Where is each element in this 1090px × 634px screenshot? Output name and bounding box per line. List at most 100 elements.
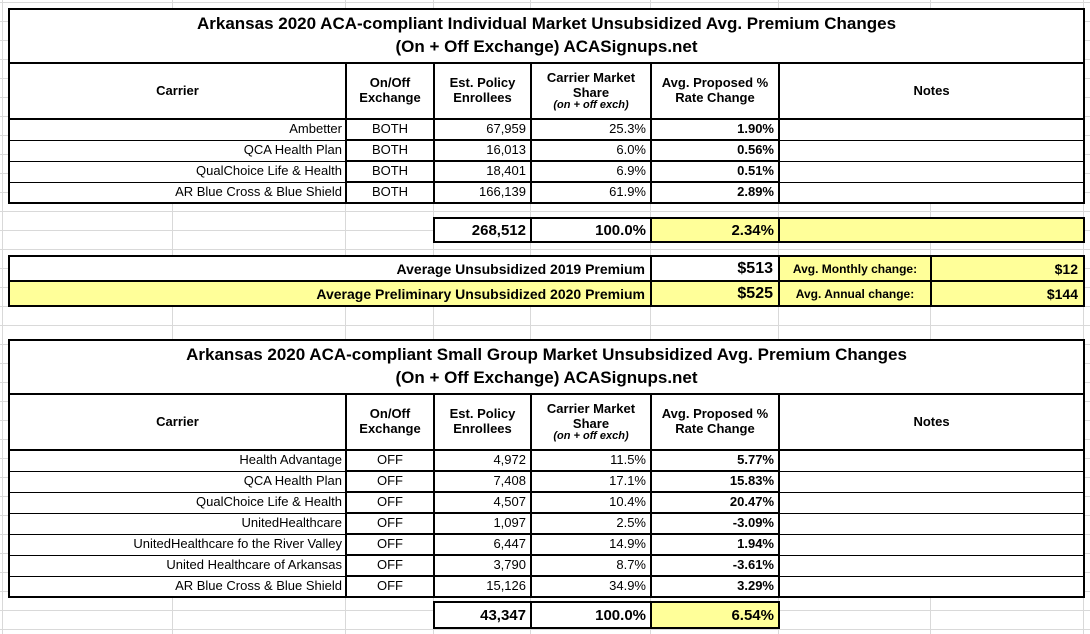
cell-market-share[interactable]: 10.4% xyxy=(530,491,652,514)
cell-rate-change[interactable]: 0.51% xyxy=(650,160,780,183)
header-rate-change[interactable]: Avg. Proposed % Rate Change xyxy=(650,62,780,120)
annual-change-value[interactable]: $144 xyxy=(930,280,1085,307)
cell-enrollees[interactable]: 4,507 xyxy=(433,491,532,514)
cell-enrollees[interactable]: 18,401 xyxy=(433,160,532,183)
cell-carrier[interactable]: AR Blue Cross & Blue Shield xyxy=(8,181,347,204)
cell-carrier[interactable]: Ambetter xyxy=(8,118,347,141)
header-enrollees[interactable]: Est. Policy Enrollees xyxy=(433,62,532,120)
header-notes[interactable]: Notes xyxy=(777,393,1086,451)
cell-note[interactable] xyxy=(778,139,1086,162)
cell-rate-change[interactable]: 1.94% xyxy=(650,533,780,556)
cell-note[interactable] xyxy=(778,449,1086,472)
cell-exchange[interactable]: OFF xyxy=(345,470,435,493)
cell-exchange[interactable]: OFF xyxy=(345,533,435,556)
cell-rate-change[interactable]: 1.90% xyxy=(650,118,780,141)
monthly-change-label[interactable]: Avg. Monthly change: xyxy=(778,255,932,282)
header-market-share[interactable]: Carrier Market Share (on + off exch) xyxy=(530,62,652,120)
cell-enrollees[interactable]: 3,790 xyxy=(433,554,532,577)
total-enrollees[interactable]: 43,347 xyxy=(433,601,532,629)
cell-market-share[interactable]: 14.9% xyxy=(530,533,652,556)
cell-exchange[interactable]: BOTH xyxy=(345,118,435,141)
cell-market-share[interactable]: 2.5% xyxy=(530,512,652,535)
header-carrier[interactable]: Carrier xyxy=(8,62,347,120)
avg-2020-premium-value[interactable]: $525 xyxy=(650,280,780,307)
cell-enrollees[interactable]: 67,959 xyxy=(433,118,532,141)
cell-enrollees[interactable]: 7,408 xyxy=(433,470,532,493)
carrier-row: Health Advantage OFF 4,972 11.5% 5.77% xyxy=(8,449,1086,472)
header-carrier[interactable]: Carrier xyxy=(8,393,347,451)
cell-note[interactable] xyxy=(778,575,1086,598)
cell-rate-change[interactable]: 2.89% xyxy=(650,181,780,204)
cell-carrier[interactable]: Health Advantage xyxy=(8,449,347,472)
cell-enrollees[interactable]: 15,126 xyxy=(433,575,532,598)
cell-carrier[interactable]: UnitedHealthcare fo the River Valley xyxy=(8,533,347,556)
cell-note[interactable] xyxy=(778,118,1086,141)
cell-enrollees[interactable]: 1,097 xyxy=(433,512,532,535)
cell-carrier[interactable]: QCA Health Plan xyxy=(8,470,347,493)
cell-note[interactable] xyxy=(778,470,1086,493)
cell-exchange[interactable]: BOTH xyxy=(345,181,435,204)
cell-market-share[interactable]: 25.3% xyxy=(530,118,652,141)
header-row: Carrier On/Off Exchange Est. Policy Enro… xyxy=(8,62,1086,120)
header-market-share[interactable]: Carrier Market Share (on + off exch) xyxy=(530,393,652,451)
cell-rate-change[interactable]: -3.61% xyxy=(650,554,780,577)
cell-rate-change[interactable]: 3.29% xyxy=(650,575,780,598)
cell-note[interactable] xyxy=(778,181,1086,204)
header-exchange[interactable]: On/Off Exchange xyxy=(345,393,435,451)
header-enrollees[interactable]: Est. Policy Enrollees xyxy=(433,393,532,451)
cell-rate-change[interactable]: 15.83% xyxy=(650,470,780,493)
total-notes-cell[interactable] xyxy=(778,217,1085,243)
cell-note[interactable] xyxy=(778,160,1086,183)
cell-market-share[interactable]: 17.1% xyxy=(530,470,652,493)
header-exchange[interactable]: On/Off Exchange xyxy=(345,62,435,120)
cell-market-share[interactable]: 6.9% xyxy=(530,160,652,183)
cell-exchange[interactable]: OFF xyxy=(345,491,435,514)
cell-note[interactable] xyxy=(778,533,1086,556)
cell-enrollees[interactable]: 4,972 xyxy=(433,449,532,472)
cell-rate-change[interactable]: 20.47% xyxy=(650,491,780,514)
cell-carrier[interactable]: UnitedHealthcare xyxy=(8,512,347,535)
small-group-market-title[interactable]: Arkansas 2020 ACA-compliant Small Group … xyxy=(7,339,1086,395)
cell-enrollees[interactable]: 166,139 xyxy=(433,181,532,204)
cell-exchange[interactable]: OFF xyxy=(345,512,435,535)
avg-2019-premium-label[interactable]: Average Unsubsidized 2019 Premium xyxy=(8,255,652,282)
cell-market-share[interactable]: 11.5% xyxy=(530,449,652,472)
cell-exchange[interactable]: BOTH xyxy=(345,160,435,183)
cell-note[interactable] xyxy=(778,512,1086,535)
header-market-share-label: Carrier Market Share xyxy=(546,400,636,431)
cell-rate-change[interactable]: 0.56% xyxy=(650,139,780,162)
header-rate-change[interactable]: Avg. Proposed % Rate Change xyxy=(650,393,780,451)
cell-exchange[interactable]: BOTH xyxy=(345,139,435,162)
cell-note[interactable] xyxy=(778,554,1086,577)
monthly-change-value[interactable]: $12 xyxy=(930,255,1085,282)
total-rate-change[interactable]: 2.34% xyxy=(650,217,780,243)
cell-carrier[interactable]: QCA Health Plan xyxy=(8,139,347,162)
cell-carrier[interactable]: QualChoice Life & Health xyxy=(8,160,347,183)
cell-market-share[interactable]: 61.9% xyxy=(530,181,652,204)
cell-carrier[interactable]: QualChoice Life & Health xyxy=(8,491,347,514)
cell-enrollees[interactable]: 16,013 xyxy=(433,139,532,162)
avg-2020-premium-label[interactable]: Average Preliminary Unsubsidized 2020 Pr… xyxy=(8,280,652,307)
cell-enrollees[interactable]: 6,447 xyxy=(433,533,532,556)
premium-summary-table: Average Unsubsidized 2019 Premium $513 A… xyxy=(8,255,1085,307)
cell-market-share[interactable]: 6.0% xyxy=(530,139,652,162)
total-rate-change[interactable]: 6.54% xyxy=(650,601,780,629)
cell-carrier[interactable]: AR Blue Cross & Blue Shield xyxy=(8,575,347,598)
cell-exchange[interactable]: OFF xyxy=(345,575,435,598)
cell-market-share[interactable]: 8.7% xyxy=(530,554,652,577)
cell-rate-change[interactable]: 5.77% xyxy=(650,449,780,472)
cell-exchange[interactable]: OFF xyxy=(345,449,435,472)
total-market-share[interactable]: 100.0% xyxy=(530,601,652,629)
avg-2019-premium-value[interactable]: $513 xyxy=(650,255,780,282)
cell-carrier[interactable]: United Healthcare of Arkansas xyxy=(8,554,347,577)
cell-rate-change[interactable]: -3.09% xyxy=(650,512,780,535)
total-enrollees[interactable]: 268,512 xyxy=(433,217,532,243)
header-notes[interactable]: Notes xyxy=(777,62,1086,120)
total-market-share[interactable]: 100.0% xyxy=(530,217,652,243)
cell-note[interactable] xyxy=(778,491,1086,514)
annual-change-label[interactable]: Avg. Annual change: xyxy=(778,280,932,307)
cell-market-share[interactable]: 34.9% xyxy=(530,575,652,598)
cell-exchange[interactable]: OFF xyxy=(345,554,435,577)
individual-market-table: Arkansas 2020 ACA-compliant Individual M… xyxy=(7,8,1086,204)
individual-market-title[interactable]: Arkansas 2020 ACA-compliant Individual M… xyxy=(7,8,1086,64)
